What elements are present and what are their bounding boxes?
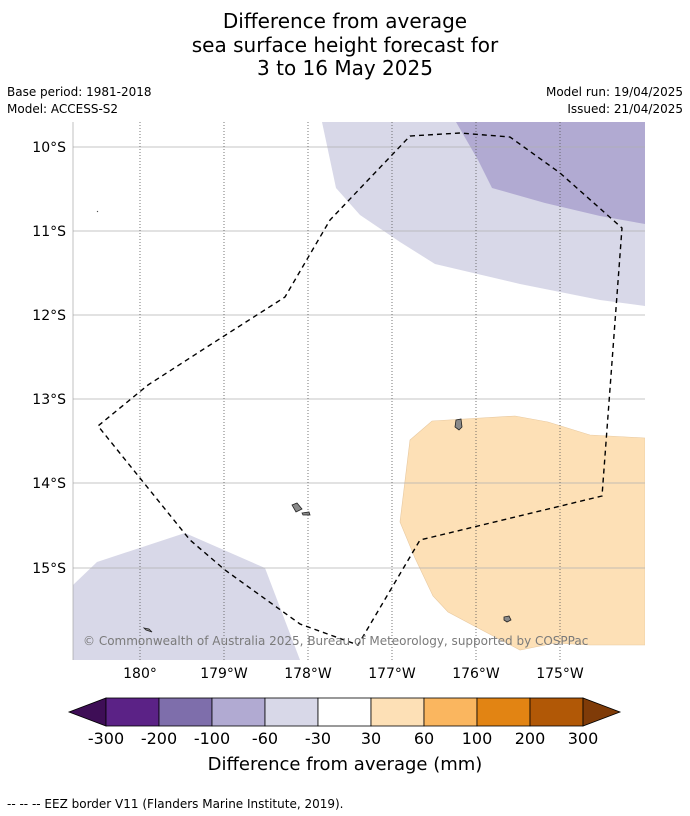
- colorbar-tick-labels: -300 -200 -100 -60 -30 30 60 100 200 300: [88, 729, 598, 748]
- lon-label-178w: 178°W: [284, 666, 332, 682]
- base-period-label: Base period: 1981-2018: [7, 85, 152, 99]
- island-central-b: [301, 511, 311, 516]
- island-central-a: [291, 502, 303, 513]
- colorbar-tick-label: 100: [462, 729, 493, 748]
- lon-label-180: 180°: [123, 666, 157, 682]
- lat-label-13s: 13°S: [32, 392, 66, 408]
- colorbar-tick-label: -200: [141, 729, 177, 748]
- colorbar-tick-label: -100: [194, 729, 230, 748]
- issued-label: Issued: 21/04/2025: [567, 102, 683, 116]
- chart-title-line-1: Difference from average: [222, 9, 468, 33]
- colorbar-tick-label: 60: [414, 729, 434, 748]
- colorbar-segments: [105, 697, 584, 727]
- colorbar: -300 -200 -100 -60 -30 30 60 100 200 300 Differen…: [67, 697, 622, 775]
- colorbar-segment: [105, 697, 160, 727]
- lat-label-12s: 12°S: [32, 308, 66, 324]
- region-mid-purple-northeast: [456, 122, 645, 224]
- colorbar-segment: [211, 697, 266, 727]
- colorbar-right-arrow: [582, 697, 622, 727]
- colorbar-tick-label: 300: [568, 729, 599, 748]
- latitude-labels: 10°S 11°S 12°S 13°S 14°S 15°S: [32, 140, 66, 577]
- lat-label-11s: 11°S: [32, 224, 66, 240]
- longitude-labels: 180° 179°W 178°W 177°W 176°W 175°W: [123, 666, 584, 682]
- colorbar-tick-label: -60: [252, 729, 278, 748]
- map-area: © Commonwealth of Australia 2025, Bureau…: [73, 122, 645, 660]
- colorbar-tick-label: -300: [88, 729, 124, 748]
- colorbar-tick-label: 200: [515, 729, 546, 748]
- colorbar-tick-label: 30: [361, 729, 381, 748]
- island-east-a: [454, 418, 463, 431]
- lat-label-10s: 10°S: [32, 140, 66, 156]
- lon-label-175w: 175°W: [536, 666, 584, 682]
- islands: [96, 210, 512, 633]
- lon-label-179w: 179°W: [200, 666, 248, 682]
- colorbar-segment: [370, 697, 425, 727]
- colorbar-segment: [264, 697, 319, 727]
- colorbar-title: Difference from average (mm): [208, 754, 483, 775]
- island-north-dot: [96, 210, 99, 213]
- lat-label-15s: 15°S: [32, 561, 66, 577]
- colorbar-tick-label: -30: [305, 729, 331, 748]
- island-southwest: [142, 627, 153, 633]
- lat-label-14s: 14°S: [32, 476, 66, 492]
- colorbar-segment: [423, 697, 478, 727]
- chart-title-line-2: sea surface height forecast for: [191, 33, 499, 57]
- colorbar-segment: [317, 697, 372, 727]
- lon-label-176w: 176°W: [452, 666, 500, 682]
- colorbar-segment: [476, 697, 531, 727]
- region-light-purple-southwest: [73, 533, 300, 660]
- colorbar-left-arrow: [67, 697, 107, 727]
- colorbar-segment: [529, 697, 584, 727]
- chart-title-line-3: 3 to 16 May 2025: [257, 56, 433, 80]
- eez-footnote: -- -- -- EEZ border V11 (Flanders Marine…: [7, 797, 344, 811]
- region-light-orange-southeast: [399, 415, 645, 651]
- colorbar-segment: [158, 697, 213, 727]
- eez-border: [97, 132, 623, 646]
- copyright-notice: © Commonwealth of Australia 2025, Bureau…: [83, 634, 588, 648]
- lon-label-177w: 177°W: [368, 666, 416, 682]
- latitude-gridlines: [73, 146, 645, 569]
- model-run-label: Model run: 19/04/2025: [545, 85, 683, 99]
- model-label: Model: ACCESS-S2: [7, 102, 119, 116]
- island-southeast: [503, 615, 512, 623]
